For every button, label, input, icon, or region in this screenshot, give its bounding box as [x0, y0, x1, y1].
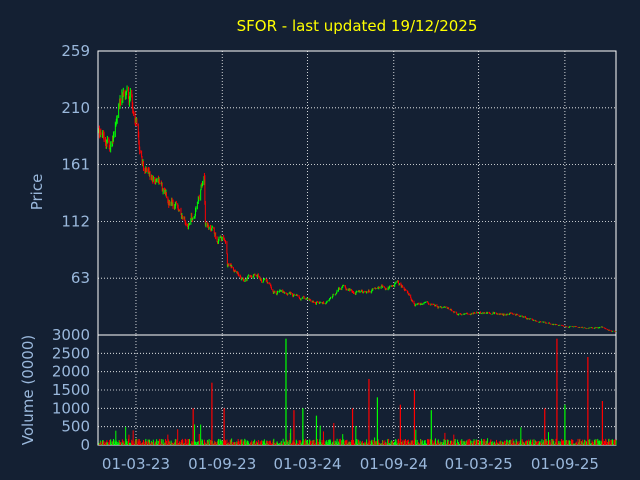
price-panel: 259 210 161 112 63	[61, 42, 617, 336]
volume-grid	[98, 335, 616, 445]
volume-tick-label: 0	[80, 436, 90, 454]
price-tick-labels: 259 210 161 112 63	[61, 42, 90, 287]
price-grid	[98, 51, 616, 335]
price-axis-label: Price	[28, 174, 46, 211]
volume-tick-label: 3000	[52, 326, 90, 344]
volume-tick-label: 1500	[52, 381, 90, 399]
volume-tick-label: 2000	[52, 363, 90, 381]
price-tick-label: 161	[61, 156, 90, 174]
price-tick-label: 259	[61, 42, 90, 60]
date-tick-label: 01-03-25	[445, 455, 513, 473]
date-tick-label: 01-09-25	[531, 455, 599, 473]
date-tick-label: 01-09-24	[360, 455, 428, 473]
volume-tick-label: 1000	[52, 399, 90, 417]
price-tick-label: 112	[61, 212, 90, 230]
price-candles	[98, 85, 617, 333]
price-tick-label: 63	[71, 269, 90, 287]
date-tick-label: 01-03-24	[273, 455, 341, 473]
date-tick-label: 01-03-23	[102, 455, 170, 473]
date-tick-labels: 01-03-23 01-09-23 01-03-24 01-09-24 01-03-25…	[102, 455, 599, 473]
price-tick-label: 210	[61, 99, 90, 117]
chart-title: SFOR - last updated 19/12/2025	[237, 17, 478, 35]
volume-bars	[98, 338, 617, 445]
date-tick-label: 01-09-23	[188, 455, 256, 473]
volume-tick-label: 500	[61, 418, 90, 436]
volume-tick-label: 2500	[52, 344, 90, 362]
volume-axis-label: Volume (0000)	[19, 335, 37, 445]
